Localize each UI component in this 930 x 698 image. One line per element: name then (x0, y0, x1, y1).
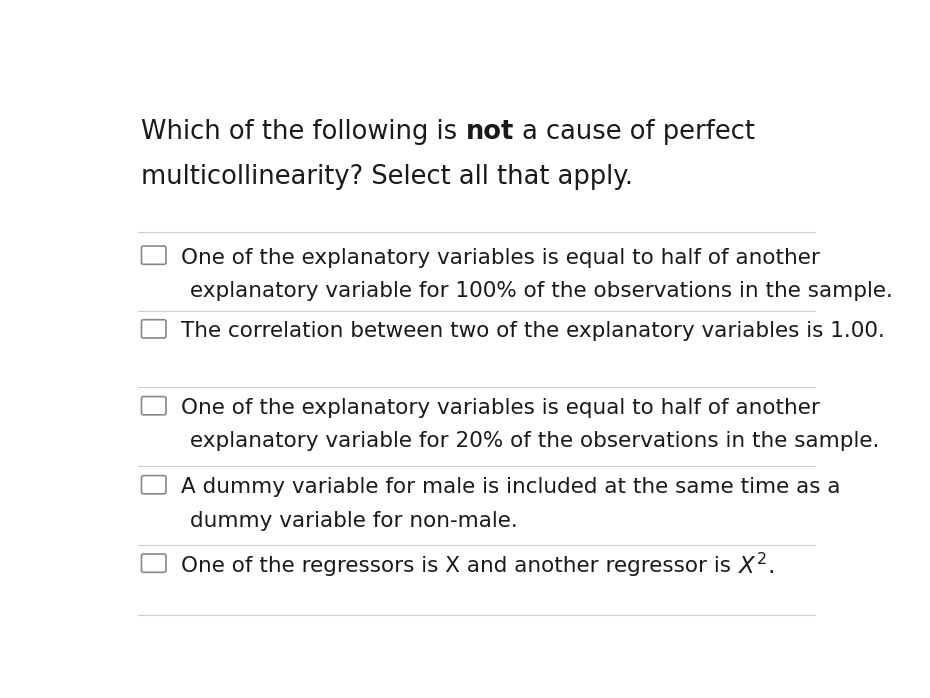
FancyBboxPatch shape (141, 554, 166, 572)
Text: One of the explanatory variables is equal to half of another: One of the explanatory variables is equa… (181, 248, 820, 268)
FancyBboxPatch shape (141, 396, 166, 415)
Text: $\mathit{X}^2$.: $\mathit{X}^2$. (738, 554, 774, 579)
Text: explanatory variable for 100% of the observations in the sample.: explanatory variable for 100% of the obs… (190, 281, 893, 301)
FancyBboxPatch shape (141, 320, 166, 338)
Text: explanatory variable for 20% of the observations in the sample.: explanatory variable for 20% of the obse… (190, 431, 879, 452)
Text: The correlation between two of the explanatory variables is 1.00.: The correlation between two of the expla… (181, 321, 885, 341)
Text: dummy variable for non-male.: dummy variable for non-male. (190, 510, 517, 530)
Text: multicollinearity? Select all that apply.: multicollinearity? Select all that apply… (141, 164, 633, 191)
FancyBboxPatch shape (141, 246, 166, 265)
Text: not: not (466, 119, 514, 144)
Text: a cause of perfect: a cause of perfect (514, 119, 755, 144)
FancyBboxPatch shape (141, 475, 166, 494)
Text: One of the explanatory variables is equal to half of another: One of the explanatory variables is equa… (181, 398, 820, 418)
Text: A dummy variable for male is included at the same time as a: A dummy variable for male is included at… (181, 477, 841, 497)
Text: One of the regressors is X and another regressor is: One of the regressors is X and another r… (181, 556, 738, 576)
Text: Which of the following is: Which of the following is (141, 119, 466, 144)
